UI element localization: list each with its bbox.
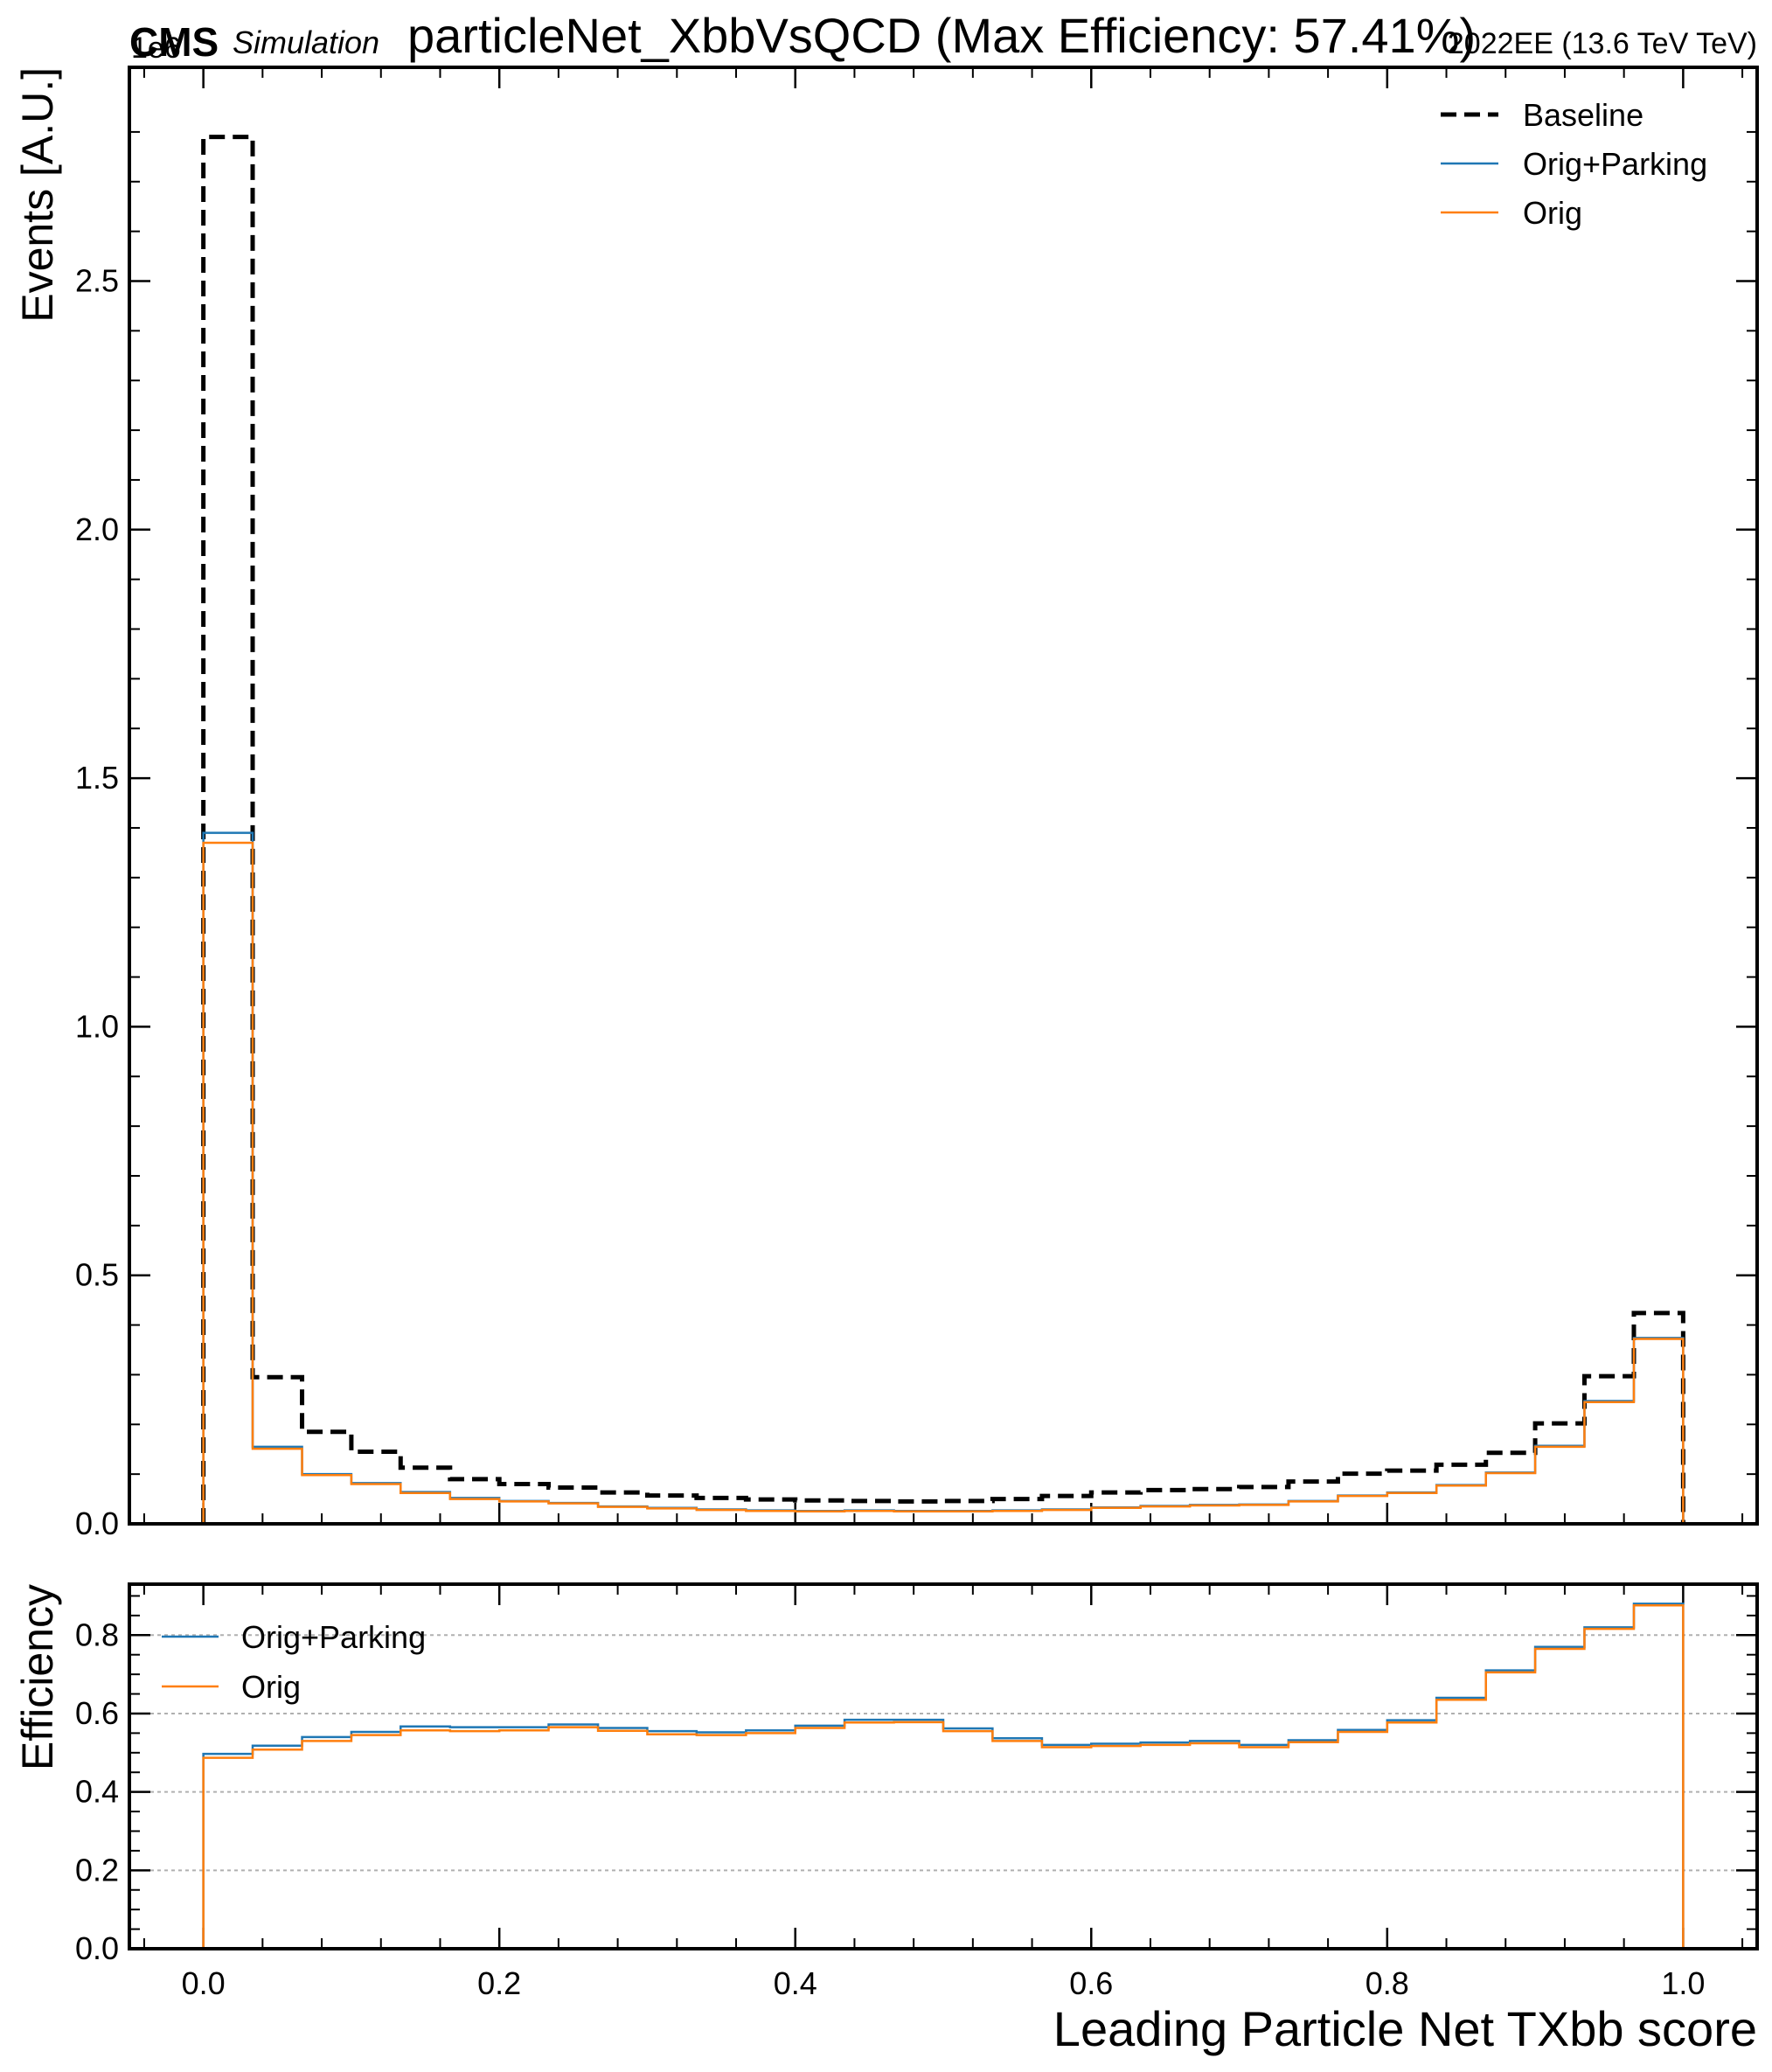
legend-orig-parking-label: Orig+Parking bbox=[1523, 146, 1707, 182]
main-ticks: 0.0 0.5 1.0 1.5 2.0 2.5 bbox=[75, 67, 1757, 1541]
main-plot-frame bbox=[128, 66, 1759, 1526]
cms-label: CMS bbox=[129, 19, 219, 65]
y-tick-label: 0.4 bbox=[75, 1774, 119, 1810]
main-panel: 0.0 0.5 1.0 1.5 2.0 2.5 Events [A.U.] bbox=[13, 66, 1759, 1541]
lumi-right-label: 2022EE (13.6 TeV TeV) bbox=[1448, 27, 1757, 60]
legend-orig-label: Orig bbox=[1523, 195, 1582, 231]
y-tick-label: 2.5 bbox=[75, 262, 119, 298]
ratio-series-orig bbox=[202, 1603, 1685, 1949]
main-y-axis-label: Events [A.U.] bbox=[13, 67, 62, 323]
x-axis-label: Leading Particle Net TXbb score bbox=[1053, 2001, 1757, 2056]
lumi-left-label: 1e6 bbox=[131, 31, 181, 65]
x-tick-label: 0.8 bbox=[1365, 1965, 1409, 2001]
ratio-grid bbox=[129, 1634, 1757, 1872]
main-legend: Baseline Orig+Parking Orig bbox=[1441, 97, 1707, 231]
y-tick-label: 1.5 bbox=[75, 760, 119, 796]
y-tick-label: 0.0 bbox=[75, 1505, 119, 1541]
ratio-legend-orig-parking-label: Orig+Parking bbox=[241, 1619, 426, 1655]
y-tick-label: 0.2 bbox=[75, 1852, 119, 1888]
ratio-series-orig-parking bbox=[202, 1603, 1685, 1949]
ratio-legend: Orig+Parking Orig bbox=[162, 1619, 426, 1705]
ratio-panel: 0.0 0.2 0.4 0.6 0.8 1.0 0.0 0.2 0.4 0.6 0.8 Effici… bbox=[13, 1582, 1759, 2001]
y-tick-label: 0.0 bbox=[75, 1930, 119, 1966]
plot-title: particleNet_XbbVsQCD (Max Efficiency: 57… bbox=[407, 8, 1476, 63]
legend-baseline-label: Baseline bbox=[1523, 97, 1643, 133]
ratio-legend-orig-label: Orig bbox=[241, 1669, 301, 1705]
x-tick-label: 0.4 bbox=[774, 1965, 817, 2001]
x-tick-label: 1.0 bbox=[1661, 1965, 1705, 2001]
ratio-series-layer bbox=[202, 1603, 1685, 1949]
y-tick-label: 0.6 bbox=[75, 1695, 119, 1731]
ratio-y-axis-label: Efficiency bbox=[13, 1584, 62, 1770]
series-baseline bbox=[201, 135, 1685, 1524]
x-tick-label: 0.0 bbox=[182, 1965, 226, 2001]
y-tick-label: 0.8 bbox=[75, 1617, 119, 1652]
x-tick-label: 0.2 bbox=[477, 1965, 521, 2001]
ratio-ticks: 0.0 0.2 0.4 0.6 0.8 1.0 0.0 0.2 0.4 0.6 0.8 bbox=[75, 1584, 1757, 2001]
ratio-plot-frame bbox=[128, 1582, 1759, 1950]
y-tick-label: 0.5 bbox=[75, 1257, 119, 1293]
series-orig bbox=[202, 841, 1685, 1524]
y-tick-label: 2.0 bbox=[75, 511, 119, 547]
main-series-layer bbox=[201, 135, 1685, 1524]
x-tick-label: 0.6 bbox=[1069, 1965, 1113, 2001]
y-tick-label: 1.0 bbox=[75, 1008, 119, 1044]
simulation-label: Simulation bbox=[233, 24, 379, 60]
